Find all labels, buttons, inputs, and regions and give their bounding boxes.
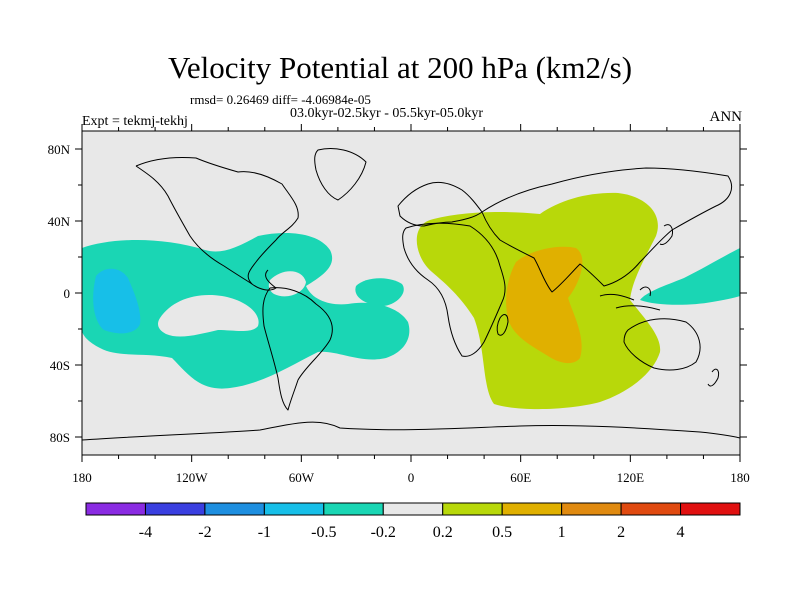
lon-tick-label: 0 [408, 470, 415, 485]
contour-pos-core [506, 246, 583, 364]
north-america-west-coast [135, 165, 253, 285]
colorbar-label: -0.2 [371, 524, 396, 541]
period-text: 03.0kyr-02.5kyr - 05.5kyr-05.0kyr [290, 106, 484, 121]
lat-tick-label: 40S [50, 358, 70, 373]
lon-tick-label: 120E [617, 470, 645, 485]
colorbar-label: -4 [139, 524, 152, 541]
africa-coast [402, 222, 506, 357]
axis-ticks [75, 124, 747, 462]
colorbar-label: 0.5 [492, 524, 512, 541]
colorbar-swatch [620, 502, 682, 516]
contour-neg-east [640, 248, 740, 305]
lon-tick-label: 180 [730, 470, 750, 485]
lon-tick-label: 180 [72, 470, 92, 485]
contour-zero-gap [268, 271, 306, 297]
colorbar-label: -0.5 [311, 524, 336, 541]
colorbar-swatch [382, 502, 444, 516]
antarctica-coast [82, 421, 740, 441]
map-plot-area [82, 131, 740, 455]
australia-coast [623, 318, 701, 371]
colorbar [85, 502, 741, 516]
colorbar-swatch [680, 502, 741, 516]
colorbar-label: -1 [258, 524, 271, 541]
colorbar-label: 4 [677, 524, 685, 541]
lat-tick-label: 0 [64, 286, 71, 301]
new-zealand-coast [707, 368, 719, 387]
experiment-label: Expt = tekmj-tekhj [82, 114, 188, 129]
greenland-coast [314, 148, 367, 201]
colorbar-labels: -4 -2 -1 -0.5 -0.2 0.2 0.5 1 2 4 [139, 524, 685, 541]
colorbar-swatch [85, 502, 146, 516]
contour-neg-blob [355, 278, 404, 306]
colorbar-swatch [323, 502, 384, 516]
japan-coast [659, 224, 673, 245]
plot-title: Velocity Potential at 200 hPa (km2/s) [167, 50, 633, 85]
latitude-labels: 80N 40N 0 40S 80S [48, 142, 71, 445]
colorbar-swatch [263, 502, 325, 516]
season-label: ANN [709, 109, 743, 125]
stats-text: rmsd= 0.26469 diff= -4.06984e-05 [190, 92, 371, 107]
asia-coast [481, 167, 732, 293]
south-america-coast [262, 287, 333, 411]
coastlines [82, 148, 740, 441]
southeast-asia-islands [599, 286, 661, 311]
colorbar-label: 2 [617, 524, 625, 541]
lat-tick-label: 40N [48, 214, 71, 229]
colorbar-label: 1 [558, 524, 566, 541]
contour-zero-hole [158, 294, 259, 337]
colorbar-swatch [501, 502, 563, 516]
colorbar-label: 0.2 [433, 524, 453, 541]
contour-neg-core [93, 268, 141, 334]
longitude-labels: 180 120W 60W 0 60E 120E 180 [72, 470, 750, 485]
colorbar-swatch [144, 502, 206, 516]
colorbar-swatch [561, 502, 622, 516]
colorbar-swatch [204, 502, 265, 516]
lat-tick-label: 80N [48, 142, 71, 157]
colorbar-swatch [442, 502, 503, 516]
lon-tick-label: 120W [176, 470, 209, 485]
lat-tick-label: 80S [50, 430, 70, 445]
north-america-coast [135, 157, 299, 291]
lon-tick-label: 60W [289, 470, 315, 485]
lon-tick-label: 60E [510, 470, 531, 485]
colorbar-label: -2 [198, 524, 211, 541]
madagascar-coast [496, 314, 509, 336]
